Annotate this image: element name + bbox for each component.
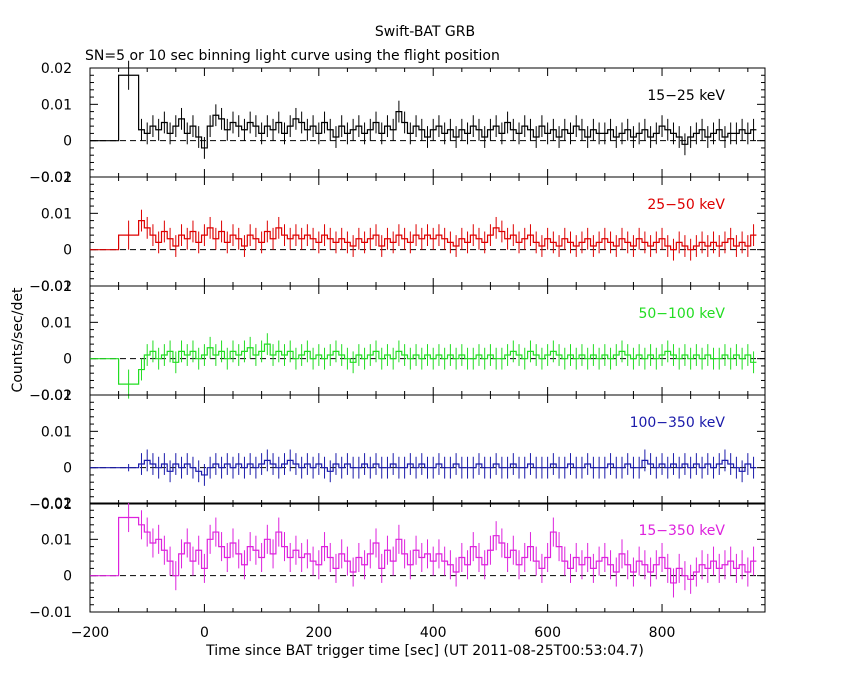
y-tick-label: 0.01 bbox=[41, 424, 72, 440]
y-axis-label: Counts/sec/det bbox=[10, 287, 26, 392]
series-label: 25−50 keV bbox=[647, 197, 725, 213]
panel-3: 0.02 0.01 0 −0.01 50−100 keV bbox=[29, 279, 766, 404]
panels-group: 0.02 0.01 0 −0.01 15−25 keV 0.02 0.01 0 −0.01 25−… bbox=[29, 60, 766, 621]
y-tick-label: −0.01 bbox=[29, 388, 72, 404]
panel-frame bbox=[89, 67, 766, 178]
panel-frame bbox=[89, 502, 766, 613]
y-tick-label: 0.01 bbox=[41, 315, 72, 331]
y-tick-label: 0.01 bbox=[41, 532, 72, 548]
y-tick-label: 0.02 bbox=[41, 279, 72, 295]
y-tick-label: 0.02 bbox=[41, 170, 72, 186]
y-tick-label: 0 bbox=[63, 134, 72, 150]
chart-subtitle: SN=5 or 10 sec binning light curve using… bbox=[85, 48, 500, 64]
panel-frame bbox=[89, 394, 766, 505]
x-tick-label: −200 bbox=[71, 625, 109, 641]
y-tick-label: −0.01 bbox=[29, 605, 72, 621]
y-tick-label: −0.01 bbox=[29, 497, 72, 513]
x-tick-label: 600 bbox=[534, 625, 561, 641]
y-tick-label: 0.02 bbox=[41, 388, 72, 404]
series-step-line bbox=[90, 343, 757, 385]
y-tick-label: 0 bbox=[63, 461, 72, 477]
x-tick-label: 800 bbox=[649, 625, 676, 641]
y-tick-label: 0.02 bbox=[41, 61, 72, 77]
panel-2: 0.02 0.01 0 −0.01 25−50 keV bbox=[29, 170, 766, 295]
series-label: 50−100 keV bbox=[638, 306, 725, 322]
y-tick-label: 0.02 bbox=[41, 496, 72, 512]
panel-frame bbox=[89, 285, 766, 396]
series-label: 15−25 keV bbox=[647, 88, 725, 104]
x-tick-label: 0 bbox=[200, 625, 209, 641]
panel-1: 0.02 0.01 0 −0.01 15−25 keV bbox=[29, 60, 766, 186]
chart-title: Swift-BAT GRB bbox=[375, 24, 475, 40]
x-axis-label: Time since BAT trigger time [sec] (UT 20… bbox=[205, 643, 644, 659]
x-tick-label: 200 bbox=[305, 625, 332, 641]
series-label: 100−350 keV bbox=[630, 415, 726, 431]
y-tick-label: 0 bbox=[63, 352, 72, 368]
panel-4: 0.02 0.01 0 −0.01 100−350 keV bbox=[29, 388, 766, 513]
y-tick-label: 0 bbox=[63, 243, 72, 259]
y-tick-label: 0.01 bbox=[41, 206, 72, 222]
series-step-line bbox=[90, 459, 757, 476]
y-tick-label: −0.01 bbox=[29, 170, 72, 186]
series-label: 15−350 keV bbox=[638, 523, 725, 539]
panel-5: 0.02 0.01 0 −0.01 15−350 keV bbox=[29, 496, 766, 621]
y-tick-label: −0.01 bbox=[29, 279, 72, 295]
x-tick-label: 400 bbox=[420, 625, 447, 641]
y-tick-label: 0.01 bbox=[41, 97, 72, 113]
y-tick-label: 0 bbox=[63, 569, 72, 585]
x-tick-labels: −200 0 200 400 600 800 bbox=[71, 625, 676, 641]
